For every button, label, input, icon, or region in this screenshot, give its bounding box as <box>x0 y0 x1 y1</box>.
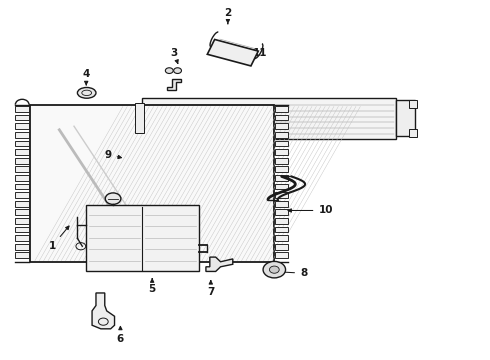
Bar <box>275 115 288 121</box>
Bar <box>409 129 417 137</box>
Bar <box>275 192 288 198</box>
Bar <box>275 235 288 241</box>
Bar <box>135 103 144 134</box>
Bar <box>15 132 29 138</box>
Bar <box>143 98 396 139</box>
Bar <box>275 175 288 181</box>
Bar <box>15 106 29 112</box>
Bar <box>409 100 417 108</box>
Ellipse shape <box>77 87 96 98</box>
Bar <box>275 184 288 189</box>
Polygon shape <box>206 257 233 271</box>
Bar <box>15 244 29 249</box>
Bar <box>275 166 288 172</box>
Text: 6: 6 <box>117 327 124 343</box>
Bar <box>396 100 415 136</box>
Bar <box>275 226 288 232</box>
Bar <box>15 158 29 163</box>
Bar <box>275 218 288 224</box>
Bar <box>275 106 288 112</box>
Bar <box>30 105 274 262</box>
Bar <box>15 192 29 198</box>
Circle shape <box>263 261 286 278</box>
Bar <box>15 235 29 241</box>
Polygon shape <box>167 79 181 90</box>
Text: 1: 1 <box>49 226 69 251</box>
Bar <box>15 175 29 181</box>
Text: 10: 10 <box>288 206 333 216</box>
Bar <box>275 123 288 129</box>
Circle shape <box>165 68 173 73</box>
Bar <box>15 210 29 215</box>
Text: 3: 3 <box>171 48 178 63</box>
Text: 7: 7 <box>207 281 215 297</box>
Bar <box>15 226 29 232</box>
Circle shape <box>270 266 279 273</box>
Bar <box>15 149 29 155</box>
Bar <box>275 140 288 146</box>
Polygon shape <box>86 205 198 271</box>
Bar <box>275 210 288 215</box>
Bar <box>15 123 29 129</box>
Circle shape <box>105 193 121 204</box>
Circle shape <box>173 68 181 73</box>
Bar <box>275 244 288 249</box>
Bar <box>275 201 288 207</box>
Text: 8: 8 <box>276 268 307 278</box>
Bar <box>275 132 288 138</box>
Bar <box>15 140 29 146</box>
Text: 2: 2 <box>224 8 231 24</box>
Polygon shape <box>92 293 115 329</box>
Bar <box>15 115 29 121</box>
Bar <box>15 218 29 224</box>
Polygon shape <box>207 40 258 66</box>
Text: 5: 5 <box>148 279 156 294</box>
Bar <box>15 184 29 189</box>
Bar <box>275 158 288 163</box>
Text: 11: 11 <box>220 48 267 58</box>
Bar <box>275 252 288 258</box>
Bar <box>15 252 29 258</box>
Bar <box>15 166 29 172</box>
Text: 9: 9 <box>105 150 122 160</box>
Bar <box>275 149 288 155</box>
Text: 4: 4 <box>82 69 90 85</box>
Bar <box>15 201 29 207</box>
